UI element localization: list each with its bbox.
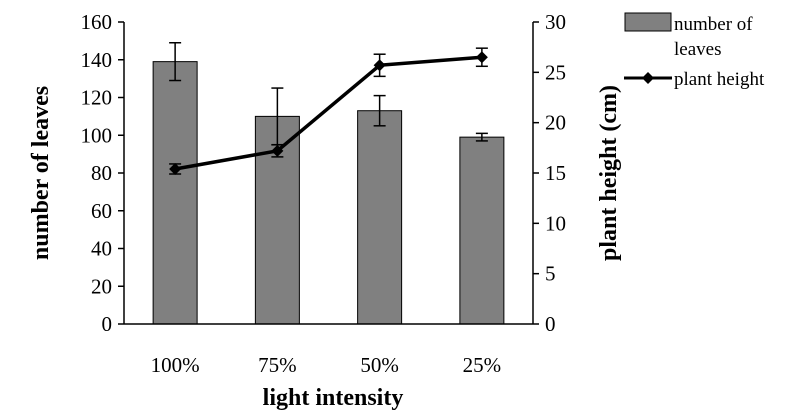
y-tick-label: 0	[102, 312, 113, 336]
x-tick-label: 25%	[463, 353, 502, 377]
x-tick-label: 100%	[151, 353, 200, 377]
y-tick-label: 120	[81, 86, 113, 110]
y-tick-label: 80	[91, 161, 112, 185]
y-tick-label: 100	[81, 123, 113, 147]
bar	[357, 110, 403, 325]
y-tick-label: 140	[81, 48, 113, 72]
y-tick-label: 160	[81, 10, 113, 34]
bar	[459, 136, 505, 325]
line-point	[475, 51, 488, 64]
y2-tick-label: 15	[545, 161, 566, 185]
x-tick-label: 50%	[360, 353, 399, 377]
x-axis-title: light intensity	[263, 385, 404, 411]
line-layer	[169, 47, 488, 175]
y2-axis-title: plant height (cm)	[596, 85, 622, 261]
y2-tick-label: 25	[545, 60, 566, 84]
y2-tick-label: 10	[545, 211, 566, 235]
y2-tick-label: 20	[545, 111, 566, 135]
legend-bar-label-line1: number of	[674, 14, 753, 35]
y2-tick-label: 5	[545, 262, 556, 286]
y-axis-title: number of leaves	[28, 86, 54, 260]
legend-line-marker	[642, 72, 654, 84]
ticks-layer: 0 20 40 60 80 100 120 140 160 0 5 10 15 20 25 30 100% 75%…	[81, 10, 567, 377]
bars-layer	[152, 42, 505, 325]
y2-tick-label: 0	[545, 312, 556, 336]
legend-bar-swatch	[624, 12, 672, 32]
y-tick-label: 20	[91, 274, 112, 298]
y2-tick-label: 30	[545, 10, 566, 34]
plant-height-line	[174, 55, 483, 171]
line-point	[373, 59, 386, 72]
legend-line-label: plant height	[674, 69, 765, 90]
legend: number of leaves plant height	[624, 12, 765, 90]
x-tick-label: 75%	[258, 353, 297, 377]
y-tick-label: 40	[91, 237, 112, 261]
line-point	[271, 144, 284, 157]
legend-bar-label-line2: leaves	[674, 39, 721, 60]
bar	[152, 61, 198, 325]
line-point	[169, 162, 182, 175]
y-tick-label: 60	[91, 199, 112, 223]
